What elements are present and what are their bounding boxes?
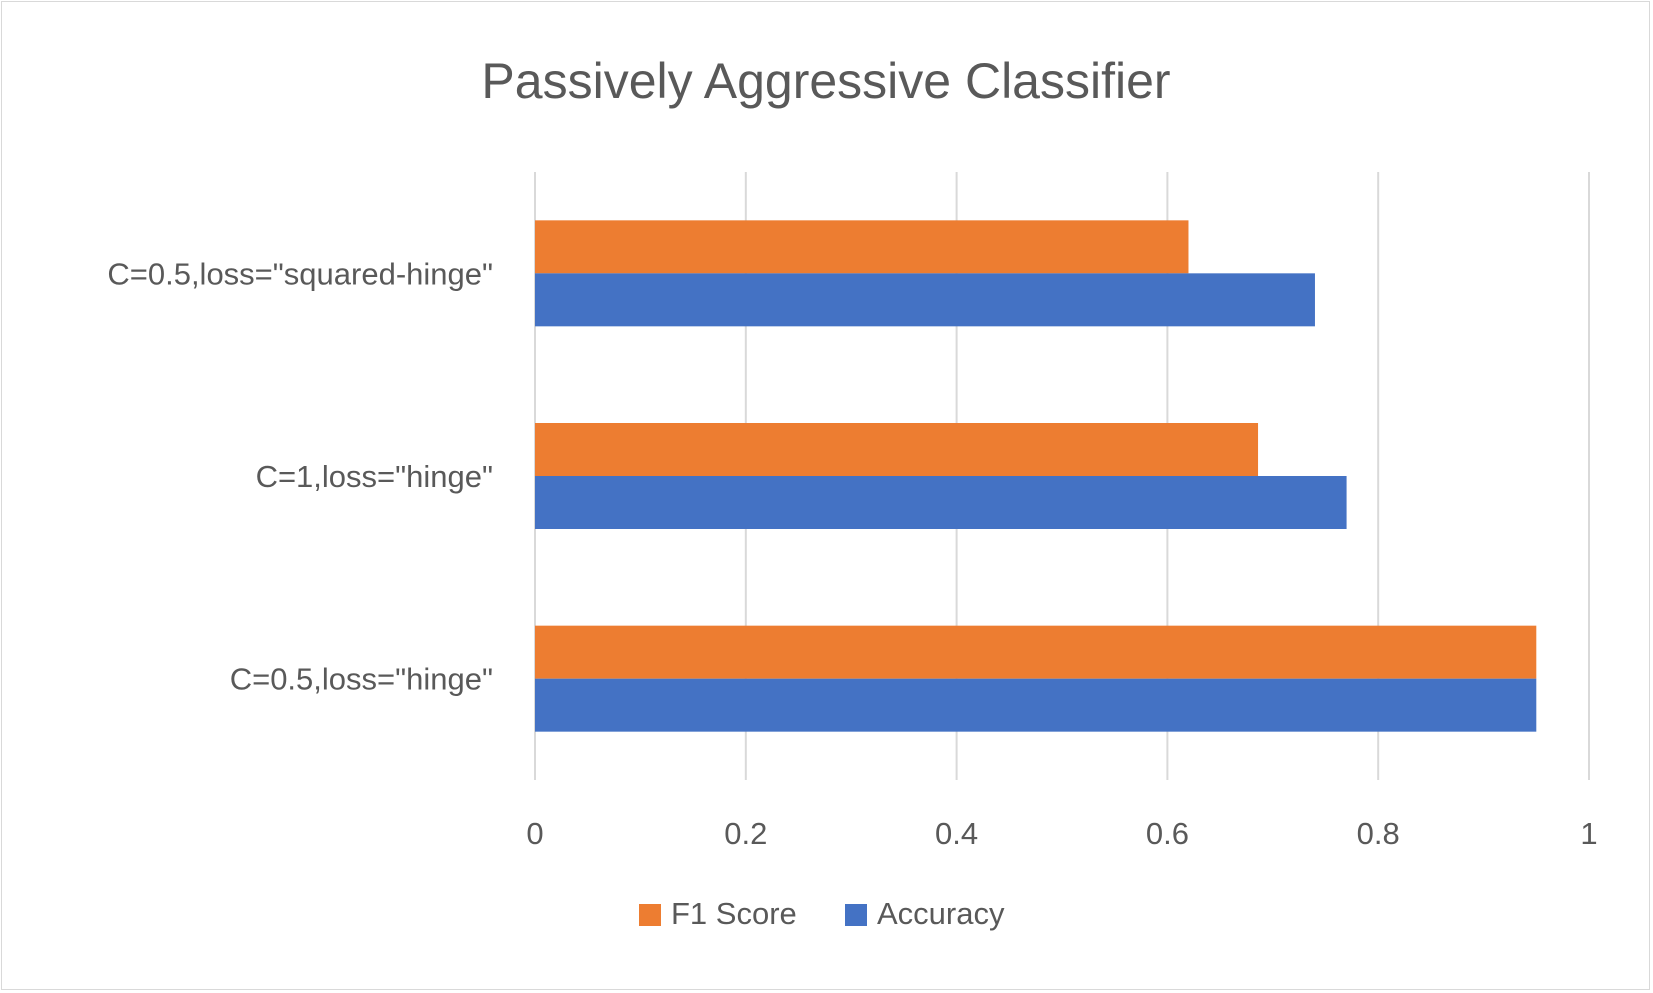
legend-label: Accuracy xyxy=(877,896,1005,931)
legend-swatch xyxy=(639,904,661,926)
x-tick-label: 0 xyxy=(526,816,543,851)
bar-f1-score xyxy=(535,625,1537,679)
x-tick-label: 0.4 xyxy=(935,816,978,851)
category-label: C=0.5,loss="hinge" xyxy=(230,662,493,697)
bar-f1-score xyxy=(535,220,1189,274)
chart-title: Passively Aggressive Classifier xyxy=(481,53,1170,109)
category-label: C=1,loss="hinge" xyxy=(256,459,493,494)
legend-label: F1 Score xyxy=(671,896,797,931)
x-tick-label: 0.6 xyxy=(1146,816,1189,851)
bar-accuracy xyxy=(535,476,1347,529)
legend-swatch xyxy=(845,904,867,926)
category-labels: C=0.5,loss="squared-hinge" C=1,loss="hing… xyxy=(107,256,493,696)
legend: F1 Score Accuracy xyxy=(639,896,1005,931)
x-tick-label: 0.8 xyxy=(1357,816,1400,851)
bar-accuracy xyxy=(535,273,1315,327)
bar-f1-score xyxy=(535,423,1259,476)
bars xyxy=(535,220,1537,732)
x-tick-label: 0.2 xyxy=(724,816,767,851)
bar-accuracy xyxy=(535,678,1537,732)
x-axis-tick-labels: 0 0.2 0.4 0.6 0.8 1 xyxy=(526,816,1597,851)
x-tick-label: 1 xyxy=(1580,816,1597,851)
category-label: C=0.5,loss="squared-hinge" xyxy=(107,256,493,291)
